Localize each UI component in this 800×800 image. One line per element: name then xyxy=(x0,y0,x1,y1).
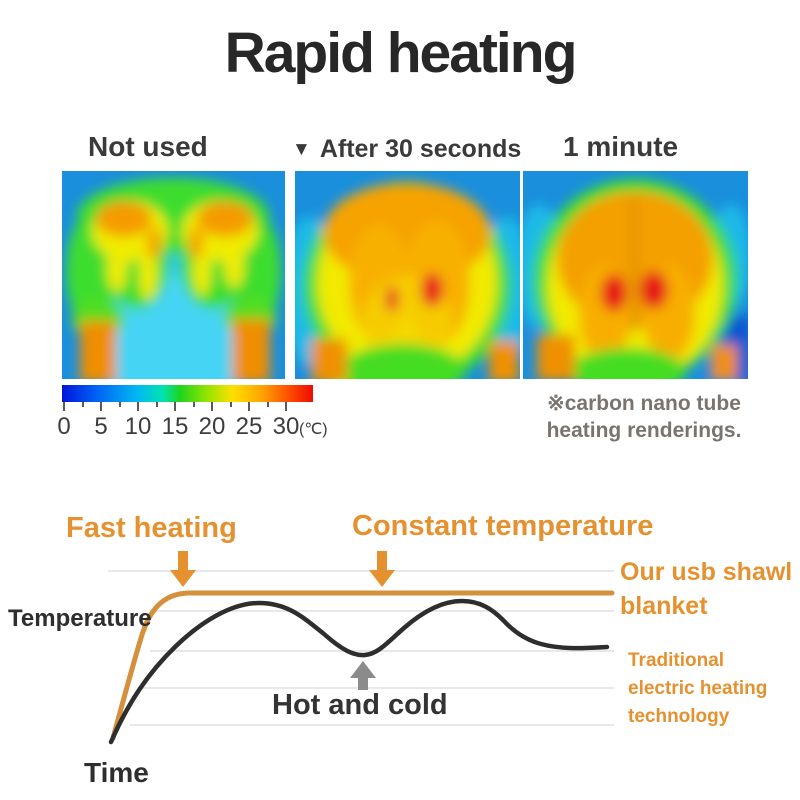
thermal-image-not-used xyxy=(62,171,285,379)
down-triangle-icon: ▼ xyxy=(292,139,311,160)
usb-blanket-curve xyxy=(110,590,615,741)
fast-heating-label: Fast heating xyxy=(66,512,237,544)
thermal-blobs xyxy=(523,179,748,379)
thermal-image-not-used-svg xyxy=(62,171,285,379)
usb-blanket-series-label: Our usb shawl blanket xyxy=(620,558,793,620)
hot-and-cold-arrow-icon xyxy=(350,661,376,690)
label-after-30-seconds-text: After 30 seconds xyxy=(319,135,522,163)
temperature-scale-ticks xyxy=(62,402,322,412)
time-axis-label: Time xyxy=(84,757,149,788)
page-title: Rapid heating xyxy=(224,21,578,85)
thermal-image-30-seconds-svg xyxy=(295,171,520,379)
scale-unit: (℃) xyxy=(299,421,328,438)
scale-tick-20: 20 xyxy=(198,413,226,440)
traditional-curve xyxy=(108,598,610,745)
temperature-scale-gradient xyxy=(62,385,313,402)
fast-heating-arrow-icon xyxy=(170,551,196,587)
thermal-blobs xyxy=(295,182,520,379)
label-1-minute: 1 minute xyxy=(563,131,679,162)
label-after-30-seconds: ▼ After 30 seconds xyxy=(292,135,521,164)
thermal-blobs xyxy=(66,178,281,379)
constant-temperature-label: Constant temperature xyxy=(352,510,654,542)
temperature-axis-label: Temperature xyxy=(8,605,152,632)
thermal-image-1-minute xyxy=(523,171,748,379)
scale-tick-15: 15 xyxy=(161,413,189,440)
label-not-used: Not used xyxy=(88,131,208,162)
constant-temperature-arrow-icon xyxy=(369,551,395,587)
thermal-image-30-seconds xyxy=(295,171,520,379)
traditional-series-label: Traditional electric heating technology xyxy=(628,650,768,727)
carbon-note: ※carbon nano tube heating renderings. xyxy=(546,392,742,443)
thermal-image-1-minute-svg xyxy=(523,171,748,379)
scale-tick-25: 25 xyxy=(235,413,263,440)
scale-tick-0: 0 xyxy=(57,413,71,440)
hot-and-cold-label: Hot and cold xyxy=(272,689,448,721)
scale-tick-30: 30 xyxy=(272,413,300,440)
scale-tick-10: 10 xyxy=(124,413,152,440)
scale-tick-5: 5 xyxy=(94,413,108,440)
